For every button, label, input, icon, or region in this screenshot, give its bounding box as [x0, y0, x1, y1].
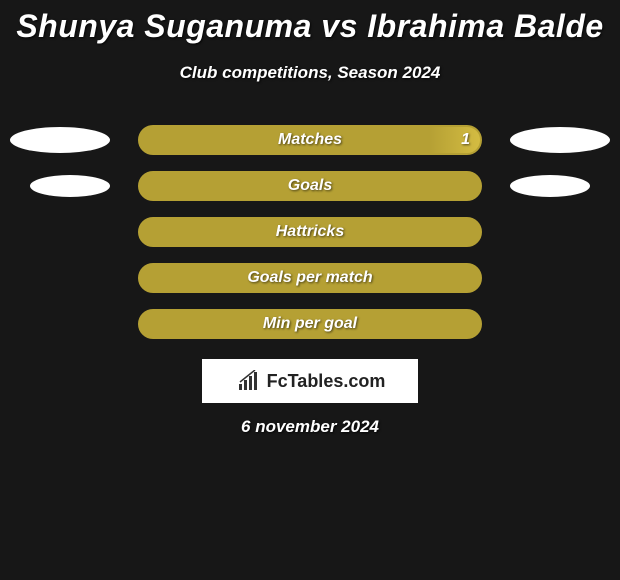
stat-label: Min per goal [140, 315, 480, 333]
stat-bar: Goals per match [138, 263, 482, 293]
stat-bar: Matches 1 [138, 125, 482, 155]
page-title: Shunya Suganuma vs Ibrahima Balde [0, 8, 620, 45]
ellipse-left-indicator [30, 175, 110, 197]
stats-area: Matches 1 Goals Hattricks Goals per matc… [0, 125, 620, 339]
stat-row-goals: Goals [8, 171, 612, 201]
stat-label: Goals per match [140, 269, 480, 287]
page-subtitle: Club competitions, Season 2024 [0, 63, 620, 83]
stat-row-min-per-goal: Min per goal [8, 309, 612, 339]
chart-icon [235, 370, 265, 392]
logo-text: FcTables.com [267, 371, 386, 392]
stat-row-hattricks: Hattricks [8, 217, 612, 247]
logo-content: FcTables.com [235, 370, 386, 392]
stat-label: Matches [140, 131, 480, 149]
stat-row-matches: Matches 1 [8, 125, 612, 155]
ellipse-left-indicator [10, 127, 110, 153]
logo-box: FcTables.com [202, 359, 418, 403]
stat-row-goals-per-match: Goals per match [8, 263, 612, 293]
date-text: 6 november 2024 [0, 417, 620, 437]
ellipse-right-indicator [510, 127, 610, 153]
stat-bar: Min per goal [138, 309, 482, 339]
stat-bar: Goals [138, 171, 482, 201]
stat-bar: Hattricks [138, 217, 482, 247]
stat-label: Goals [140, 177, 480, 195]
ellipse-right-indicator [510, 175, 590, 197]
stat-value: 1 [461, 131, 470, 149]
main-container: Shunya Suganuma vs Ibrahima Balde Club c… [0, 0, 620, 437]
stat-label: Hattricks [140, 223, 480, 241]
